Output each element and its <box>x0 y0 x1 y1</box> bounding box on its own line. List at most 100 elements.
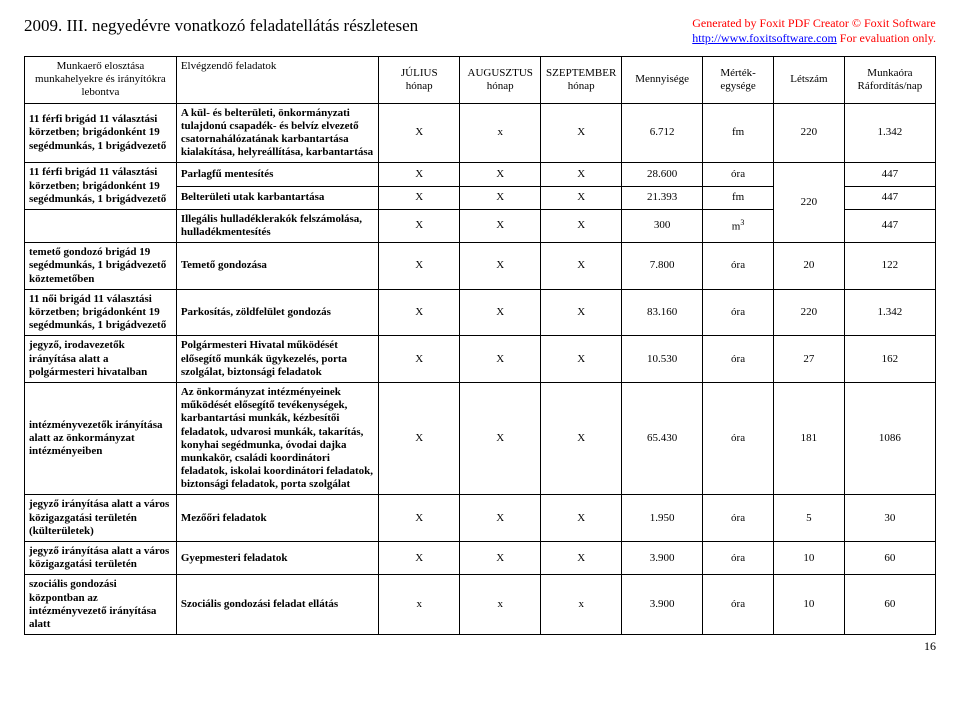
cell-sep: X <box>541 542 622 575</box>
cell-hours: 447 <box>844 186 935 209</box>
cell-qty: 65.430 <box>622 382 703 495</box>
col-jul-label: JÚLIUS <box>401 67 438 79</box>
cell-task: Szociális gondozási feladat ellátás <box>176 575 378 635</box>
col-aug-label: AUGUSZTUS <box>468 67 533 79</box>
cell-task: Temető gondozása <box>176 243 378 290</box>
table-header-row: Munkaerő elosztása munkahelyekre és irán… <box>25 57 936 104</box>
cell-unit: fm <box>703 103 774 163</box>
col-jul: JÚLIUS hónap <box>379 57 460 104</box>
cell-jul: X <box>379 243 460 290</box>
col-qty: Mennyisége <box>622 57 703 104</box>
cell-jul: X <box>379 542 460 575</box>
cell-sep: X <box>541 336 622 383</box>
cell-task: Mezőőri feladatok <box>176 495 378 542</box>
table-row: jegyző irányítása alatt a város közigazg… <box>25 495 936 542</box>
cell-hours: 1086 <box>844 382 935 495</box>
cell-hours: 447 <box>844 163 935 186</box>
cell-aug: X <box>460 289 541 336</box>
cell-jul: X <box>379 209 460 242</box>
cell-count: 220 <box>773 289 844 336</box>
generated-suffix: For evaluation only. <box>837 31 936 45</box>
col-hours-top: Munkaóra <box>867 67 912 79</box>
cell-aug: x <box>460 575 541 635</box>
cell-unit: óra <box>703 289 774 336</box>
cell-qty: 6.712 <box>622 103 703 163</box>
cell-qty: 83.160 <box>622 289 703 336</box>
cell-jul: X <box>379 289 460 336</box>
cell-sep: X <box>541 495 622 542</box>
cell-jul: X <box>379 336 460 383</box>
cell-qty: 1.950 <box>622 495 703 542</box>
cell-aug: X <box>460 542 541 575</box>
table-row: 11 férfi brigád 11 választási körzetben;… <box>25 163 936 186</box>
cell-count: 20 <box>773 243 844 290</box>
col-hours-bot: Ráfordítás/nap <box>858 80 923 92</box>
cell-unit: óra <box>703 243 774 290</box>
cell-task: Parkosítás, zöldfelület gondozás <box>176 289 378 336</box>
table-row: jegyző, irodavezetők irányítása alatt a … <box>25 336 936 383</box>
cell-aug: X <box>460 163 541 186</box>
cell-hours: 447 <box>844 209 935 242</box>
cell-aug: X <box>460 495 541 542</box>
cell-unit: óra <box>703 575 774 635</box>
col-sep: SZEPTEMBER hónap <box>541 57 622 104</box>
cell-unit: óra <box>703 163 774 186</box>
generated-line1: Generated by Foxit PDF Creator © Foxit S… <box>692 16 935 30</box>
cell-aug: X <box>460 186 541 209</box>
col-aug: AUGUSZTUS hónap <box>460 57 541 104</box>
cell-sep: X <box>541 289 622 336</box>
cell-org <box>25 209 177 242</box>
cell-hours: 30 <box>844 495 935 542</box>
cell-qty: 21.393 <box>622 186 703 209</box>
cell-task: Parlagfű mentesítés <box>176 163 378 186</box>
cell-hours: 60 <box>844 542 935 575</box>
cell-sep: X <box>541 243 622 290</box>
cell-sep: X <box>541 209 622 242</box>
cell-hours: 60 <box>844 575 935 635</box>
cell-jul: X <box>379 163 460 186</box>
table-row: jegyző irányítása alatt a város közigazg… <box>25 542 936 575</box>
cell-task: Illegális hulladéklerakók felszámolása, … <box>176 209 378 242</box>
cell-qty: 3.900 <box>622 575 703 635</box>
cell-hours: 122 <box>844 243 935 290</box>
generated-note: Generated by Foxit PDF Creator © Foxit S… <box>692 16 936 46</box>
cell-sep: X <box>541 382 622 495</box>
page-header: 2009. III. negyedévre vonatkozó feladate… <box>24 16 936 46</box>
cell-hours: 1.342 <box>844 103 935 163</box>
cell-count: 5 <box>773 495 844 542</box>
cell-sep: X <box>541 163 622 186</box>
table-row: intézményvezetők irányítása alatt az önk… <box>25 382 936 495</box>
cell-task: Polgármesteri Hivatal működését elősegít… <box>176 336 378 383</box>
cell-qty: 10.530 <box>622 336 703 383</box>
page-title: 2009. III. negyedévre vonatkozó feladate… <box>24 16 418 46</box>
cell-org: jegyző, irodavezetők irányítása alatt a … <box>25 336 177 383</box>
cell-count: 10 <box>773 542 844 575</box>
cell-unit: óra <box>703 336 774 383</box>
cell-hours: 162 <box>844 336 935 383</box>
cell-jul: X <box>379 186 460 209</box>
table-row: temető gondozó brigád 19 segédmunkás, 1 … <box>25 243 936 290</box>
cell-unit: óra <box>703 542 774 575</box>
cell-task: A kül- és belterületi, önkormányzati tul… <box>176 103 378 163</box>
cell-jul: X <box>379 103 460 163</box>
col-task: Elvégzendő feladatok <box>176 57 378 104</box>
cell-jul: X <box>379 382 460 495</box>
cell-org: jegyző irányítása alatt a város közigazg… <box>25 542 177 575</box>
cell-qty: 7.800 <box>622 243 703 290</box>
table-row: szociális gondozási központban az intézm… <box>25 575 936 635</box>
cell-jul: x <box>379 575 460 635</box>
cell-org: 11 női brigád 11 választási körzetben; b… <box>25 289 177 336</box>
cell-unit: óra <box>703 495 774 542</box>
cell-count: 10 <box>773 575 844 635</box>
cell-task: Gyepmesteri feladatok <box>176 542 378 575</box>
cell-unit: óra <box>703 382 774 495</box>
cell-unit: fm <box>703 186 774 209</box>
cell-task: Az önkormányzat intézményeinek működését… <box>176 382 378 495</box>
cell-org: szociális gondozási központban az intézm… <box>25 575 177 635</box>
table-row: 11 férfi brigád 11 választási körzetben;… <box>25 103 936 163</box>
generated-url[interactable]: http://www.foxitsoftware.com <box>692 31 837 45</box>
cell-aug: X <box>460 382 541 495</box>
col-count: Létszám <box>773 57 844 104</box>
col-unit: Mérték-egysége <box>703 57 774 104</box>
cell-org: 11 férfi brigád 11 választási körzetben;… <box>25 103 177 163</box>
